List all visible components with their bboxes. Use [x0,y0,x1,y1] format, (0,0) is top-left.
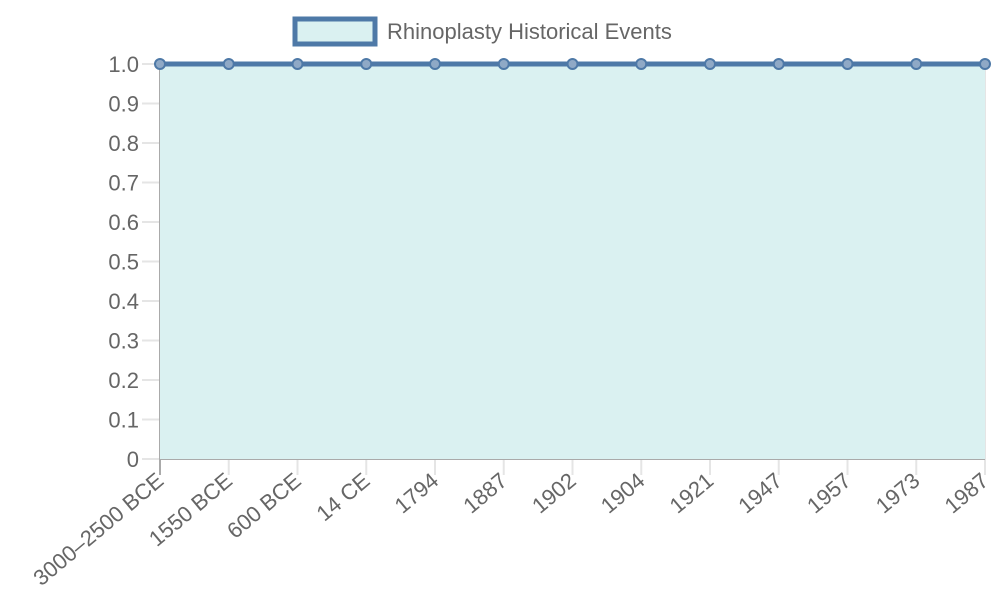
x-tick-label: 1921 [665,468,719,519]
data-point [154,58,166,70]
x-tick-label: 1794 [390,468,444,519]
series-points [154,58,991,70]
data-point [566,58,579,70]
data-point [497,58,510,70]
data-point [429,58,441,70]
legend[interactable]: Rhinoplasty Historical Events [292,16,672,47]
x-tick-label: 1957 [802,468,856,519]
y-tick-label: 0.6 [108,210,139,235]
data-point [360,58,373,70]
y-tick-label: 0.4 [108,289,139,314]
y-tick-label: 0 [127,447,139,472]
y-tick-label: 0.3 [108,329,139,354]
data-point [222,58,235,70]
x-tick-label: 1947 [733,468,787,519]
legend-swatch [292,16,378,47]
y-tick-label: 0.9 [108,92,139,117]
x-tick-label: 1887 [458,468,512,519]
data-point [841,58,854,70]
data-point [979,58,991,70]
x-tick-label: 1904 [596,468,650,519]
x-tick-label: 600 BCE [222,468,306,544]
y-tick-label: 0.7 [108,171,139,196]
y-tick-label: 0.2 [108,368,139,393]
x-tick-label: 1902 [527,468,581,519]
data-point [772,58,785,70]
y-tick-label: 0.8 [108,131,139,156]
data-point [291,58,304,70]
y-tick-label: 0.5 [108,250,139,275]
data-point [635,58,648,70]
data-point [704,58,716,70]
x-tick-label: 1987 [940,468,994,519]
x-tick-label: 1973 [871,468,925,519]
y-axis: 0 0.1 0.2 0.3 0.4 0.5 0.6 0.7 0.8 0.9 1.0 [108,52,139,472]
legend-label: Rhinoplasty Historical Events [387,19,672,44]
x-tick-label: 14 CE [312,468,375,526]
series-area [160,64,985,459]
y-tick-label: 0.1 [108,408,139,433]
data-point [910,58,923,70]
y-tick-label: 1.0 [108,52,139,77]
